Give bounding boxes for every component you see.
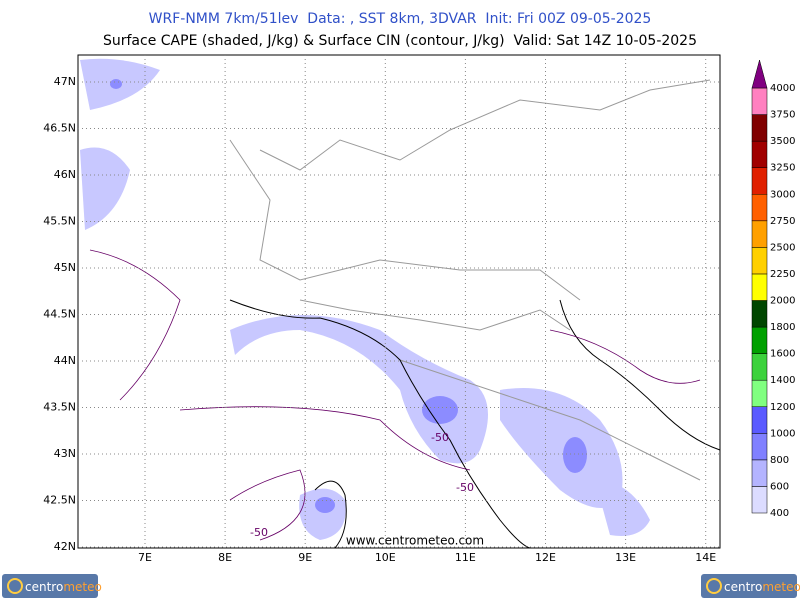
lon-label: 8E — [218, 551, 232, 564]
coastline — [229, 299, 721, 549]
subtitle: Surface CAPE (shaded, J/kg) & Surface CI… — [103, 33, 697, 49]
colorbar-label: 1400 — [770, 375, 795, 386]
colorbar-box — [751, 194, 768, 222]
colorbar-box — [751, 300, 768, 328]
colorbar-label: 2500 — [770, 242, 795, 253]
colorbar-label: 2000 — [770, 296, 795, 307]
colorbar-box — [751, 220, 768, 248]
lat-label: 43N — [54, 447, 76, 460]
colorbar-label: 3250 — [770, 163, 795, 174]
colorbar-box — [751, 167, 768, 195]
colorbar-arrow — [751, 59, 768, 89]
colorbar-box — [751, 247, 768, 275]
colorbar-box — [751, 87, 768, 115]
logo-text: meteo — [63, 580, 102, 594]
colorbar-box — [751, 433, 768, 461]
colorbar-box — [751, 326, 768, 354]
colorbar-label: 1000 — [770, 428, 795, 439]
lon-label: 11E — [455, 551, 476, 564]
lat-label: 45.5N — [43, 215, 76, 228]
colorbar-box — [751, 353, 768, 381]
colorbar-label: 3000 — [770, 189, 795, 200]
contour-label: -50 — [250, 526, 268, 539]
lon-label: 14E — [695, 551, 716, 564]
watermark: www.centrometeo.com — [346, 534, 484, 548]
lon-label: 13E — [615, 551, 636, 564]
colorbar-label: 1800 — [770, 322, 795, 333]
colorbar-label: 1600 — [770, 349, 795, 360]
colorbar-label: 400 — [770, 508, 789, 519]
borders — [229, 79, 711, 481]
colorbar-label: 2250 — [770, 269, 795, 280]
colorbar-label: 4000 — [770, 83, 795, 94]
lon-label: 7E — [138, 551, 152, 564]
colorbar: 400 600 800 1000 1200 1400 1600 1800 2000 2250 250… — [751, 59, 795, 519]
colorbar-box — [751, 486, 768, 514]
lat-label: 45N — [54, 261, 76, 274]
colorbar-box — [751, 379, 768, 407]
colorbar-label: 600 — [770, 481, 789, 492]
colorbar-label: 3750 — [770, 110, 795, 121]
logo-text: centro — [724, 580, 762, 594]
logo-left: centrometeo — [2, 574, 102, 598]
lat-label: 47N — [54, 75, 76, 88]
lat-label: 43.5N — [43, 401, 76, 414]
colorbar-label: 800 — [770, 455, 789, 466]
colorbar-label: 1200 — [770, 402, 795, 413]
lat-label: 42N — [54, 540, 76, 553]
lat-label: 42.5N — [43, 494, 76, 507]
cin-contours — [89, 249, 701, 541]
map: -50 -50 -50 www.centrometeo.com 7E 8E 9E 10… — [43, 54, 721, 564]
lat-label: 44N — [54, 354, 76, 367]
colorbar-box — [751, 114, 768, 142]
colorbar-label: 2750 — [770, 216, 795, 227]
logo-right: centrometeo — [701, 574, 800, 598]
contour-label: -50 — [431, 431, 449, 444]
lat-label: 44.5N — [43, 308, 76, 321]
colorbar-label: 3500 — [770, 136, 795, 147]
colorbar-box — [751, 406, 768, 434]
lon-label: 9E — [298, 551, 312, 564]
lat-label: 46.5N — [43, 122, 76, 135]
svg-text:centrometeo: centrometeo — [25, 580, 102, 594]
lon-label: 12E — [535, 551, 556, 564]
colorbar-box — [751, 140, 768, 168]
lat-label: 46N — [54, 168, 76, 181]
title: WRF-NMM 7km/51lev Data: , SST 8km, 3DVAR… — [149, 11, 652, 27]
colorbar-box — [751, 459, 768, 487]
lon-label: 10E — [375, 551, 396, 564]
logo-text: centro — [25, 580, 63, 594]
svg-text:centrometeo: centrometeo — [724, 580, 800, 594]
colorbar-box — [751, 273, 768, 301]
logo-text: meteo — [762, 580, 800, 594]
contour-label: -50 — [456, 481, 474, 494]
